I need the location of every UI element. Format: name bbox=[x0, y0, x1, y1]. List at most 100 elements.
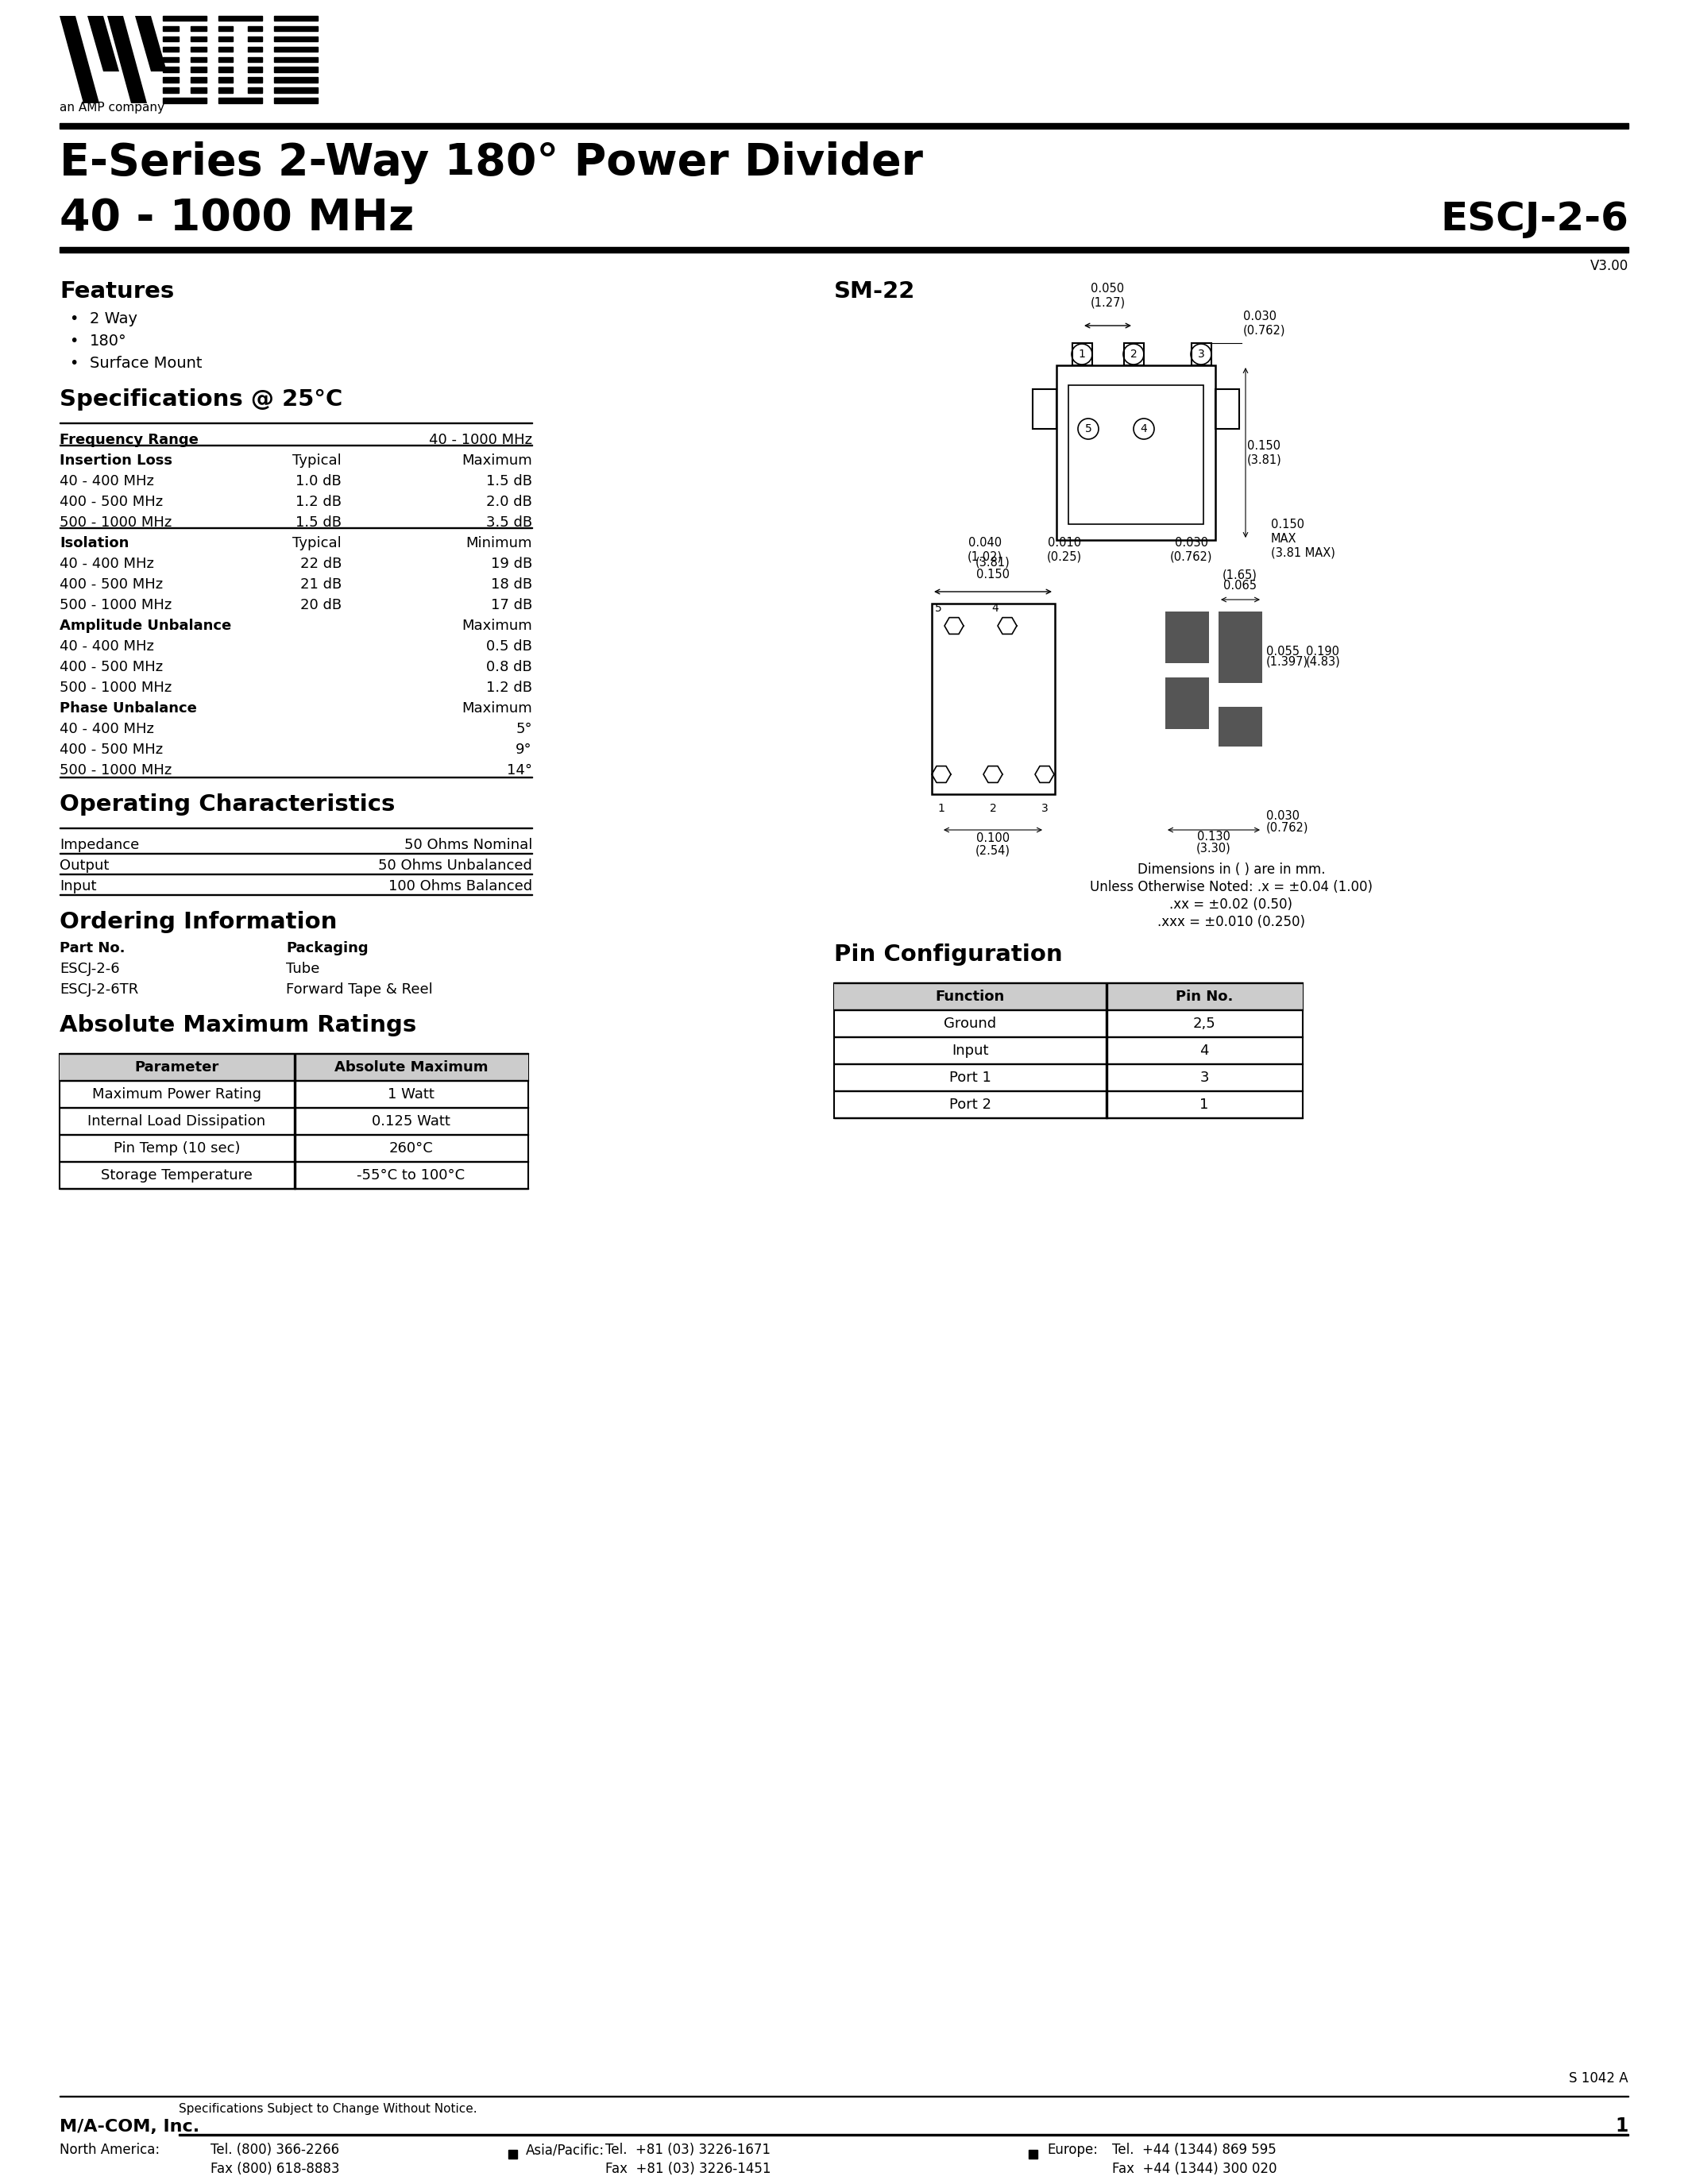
Text: 3: 3 bbox=[1041, 804, 1048, 815]
Text: 4: 4 bbox=[1200, 1044, 1209, 1057]
Text: North America:: North America: bbox=[59, 2143, 160, 2158]
Bar bbox=[248, 37, 262, 41]
Bar bbox=[1192, 343, 1212, 365]
Bar bbox=[218, 76, 233, 83]
Polygon shape bbox=[88, 15, 120, 72]
Text: 50 Ohms Nominal: 50 Ohms Nominal bbox=[403, 839, 532, 852]
Text: 40 - 400 MHz: 40 - 400 MHz bbox=[59, 474, 154, 489]
Text: 20 dB: 20 dB bbox=[300, 598, 341, 612]
Text: Specifications Subject to Change Without Notice.: Specifications Subject to Change Without… bbox=[179, 2103, 478, 2114]
Text: Isolation: Isolation bbox=[59, 535, 128, 550]
Text: 1.0 dB: 1.0 dB bbox=[295, 474, 341, 489]
Bar bbox=[1028, 2149, 1038, 2158]
Bar bbox=[1057, 365, 1215, 539]
Text: Maximum: Maximum bbox=[463, 701, 532, 716]
Bar bbox=[932, 603, 1055, 795]
Text: Maximum: Maximum bbox=[463, 454, 532, 467]
Bar bbox=[273, 98, 317, 103]
Bar bbox=[162, 98, 206, 103]
Bar bbox=[1069, 384, 1204, 524]
Bar bbox=[273, 37, 317, 41]
Text: Ground: Ground bbox=[944, 1016, 996, 1031]
Text: 2: 2 bbox=[989, 804, 996, 815]
Bar bbox=[191, 87, 206, 94]
Text: Asia/Pacific:: Asia/Pacific: bbox=[527, 2143, 604, 2158]
Bar bbox=[1165, 677, 1209, 729]
Bar bbox=[191, 76, 206, 83]
Text: 0.010
(0.25): 0.010 (0.25) bbox=[1047, 537, 1082, 561]
Text: S 1042 A: S 1042 A bbox=[1570, 2070, 1629, 2086]
Text: 1: 1 bbox=[1615, 2116, 1629, 2136]
Text: Pin No.: Pin No. bbox=[1175, 989, 1232, 1005]
Text: 1.2 dB: 1.2 dB bbox=[486, 681, 532, 695]
Text: 1.5 dB: 1.5 dB bbox=[486, 474, 532, 489]
Text: 1.2 dB: 1.2 dB bbox=[295, 496, 341, 509]
Text: 500 - 1000 MHz: 500 - 1000 MHz bbox=[59, 681, 172, 695]
Bar bbox=[218, 26, 233, 31]
Text: an AMP company: an AMP company bbox=[59, 103, 164, 114]
Bar bbox=[218, 98, 262, 103]
Text: Pin Temp (10 sec): Pin Temp (10 sec) bbox=[113, 1142, 240, 1155]
Text: V3.00: V3.00 bbox=[1590, 260, 1629, 273]
Text: SM-22: SM-22 bbox=[834, 280, 915, 304]
Text: Parameter: Parameter bbox=[135, 1059, 219, 1075]
Text: Tel. (800) 366-2266: Tel. (800) 366-2266 bbox=[211, 2143, 339, 2158]
Bar bbox=[248, 57, 262, 61]
Text: 22 dB: 22 dB bbox=[300, 557, 341, 570]
Bar bbox=[1124, 343, 1144, 365]
Text: Absolute Maximum Ratings: Absolute Maximum Ratings bbox=[59, 1013, 417, 1037]
Text: E-Series 2-Way 180° Power Divider: E-Series 2-Way 180° Power Divider bbox=[59, 142, 923, 183]
Bar bbox=[248, 68, 262, 72]
Text: Forward Tape & Reel: Forward Tape & Reel bbox=[285, 983, 432, 996]
Text: 0.100: 0.100 bbox=[976, 832, 1009, 845]
Text: Absolute Maximum: Absolute Maximum bbox=[334, 1059, 488, 1075]
Bar bbox=[162, 37, 179, 41]
Text: 0.125 Watt: 0.125 Watt bbox=[371, 1114, 451, 1129]
Text: 0.065: 0.065 bbox=[1224, 579, 1256, 592]
Text: 0.8 dB: 0.8 dB bbox=[486, 660, 532, 675]
Bar bbox=[162, 46, 179, 52]
Text: 400 - 500 MHz: 400 - 500 MHz bbox=[59, 577, 164, 592]
Text: 50 Ohms Unbalanced: 50 Ohms Unbalanced bbox=[378, 858, 532, 874]
Bar bbox=[1219, 612, 1263, 684]
Text: Input: Input bbox=[952, 1044, 989, 1057]
Text: Insertion Loss: Insertion Loss bbox=[59, 454, 172, 467]
Text: Impedance: Impedance bbox=[59, 839, 138, 852]
Polygon shape bbox=[59, 15, 100, 103]
Text: ESCJ-2-6: ESCJ-2-6 bbox=[59, 961, 120, 976]
Bar bbox=[218, 87, 233, 94]
Bar bbox=[218, 37, 233, 41]
Text: Tel.  +81 (03) 3226-1671: Tel. +81 (03) 3226-1671 bbox=[606, 2143, 770, 2158]
Text: Function: Function bbox=[935, 989, 1004, 1005]
Text: 0.050
(1.27): 0.050 (1.27) bbox=[1090, 282, 1126, 308]
Text: 2,5: 2,5 bbox=[1193, 1016, 1215, 1031]
Text: Amplitude Unbalance: Amplitude Unbalance bbox=[59, 618, 231, 633]
Text: Storage Temperature: Storage Temperature bbox=[101, 1168, 253, 1182]
Text: 400 - 500 MHz: 400 - 500 MHz bbox=[59, 496, 164, 509]
Bar bbox=[218, 15, 262, 22]
Text: 0.150: 0.150 bbox=[976, 568, 1009, 581]
Text: Fax (800) 618-8883: Fax (800) 618-8883 bbox=[211, 2162, 339, 2175]
Bar bbox=[162, 76, 179, 83]
Bar bbox=[1072, 343, 1092, 365]
Bar bbox=[834, 983, 1303, 1011]
Text: 400 - 500 MHz: 400 - 500 MHz bbox=[59, 743, 164, 758]
Text: 0.030: 0.030 bbox=[1266, 810, 1300, 821]
Bar bbox=[273, 87, 317, 94]
Text: Tel.  +44 (1344) 869 595: Tel. +44 (1344) 869 595 bbox=[1112, 2143, 1276, 2158]
Bar bbox=[162, 87, 179, 94]
Bar bbox=[1215, 389, 1239, 428]
Text: 40 - 400 MHz: 40 - 400 MHz bbox=[59, 640, 154, 653]
Text: (3.30): (3.30) bbox=[1197, 841, 1231, 854]
Bar bbox=[1165, 612, 1209, 664]
Bar bbox=[162, 26, 179, 31]
Text: Port 2: Port 2 bbox=[949, 1099, 991, 1112]
Text: Europe:: Europe: bbox=[1047, 2143, 1097, 2158]
Bar bbox=[508, 2149, 517, 2158]
Bar bbox=[273, 68, 317, 72]
Text: •: • bbox=[69, 334, 78, 349]
Text: Phase Unbalance: Phase Unbalance bbox=[59, 701, 197, 716]
Text: .xxx = ±0.010 (0.250): .xxx = ±0.010 (0.250) bbox=[1158, 915, 1305, 928]
Text: (1.397): (1.397) bbox=[1266, 655, 1308, 666]
Text: (2.54): (2.54) bbox=[976, 845, 1011, 856]
